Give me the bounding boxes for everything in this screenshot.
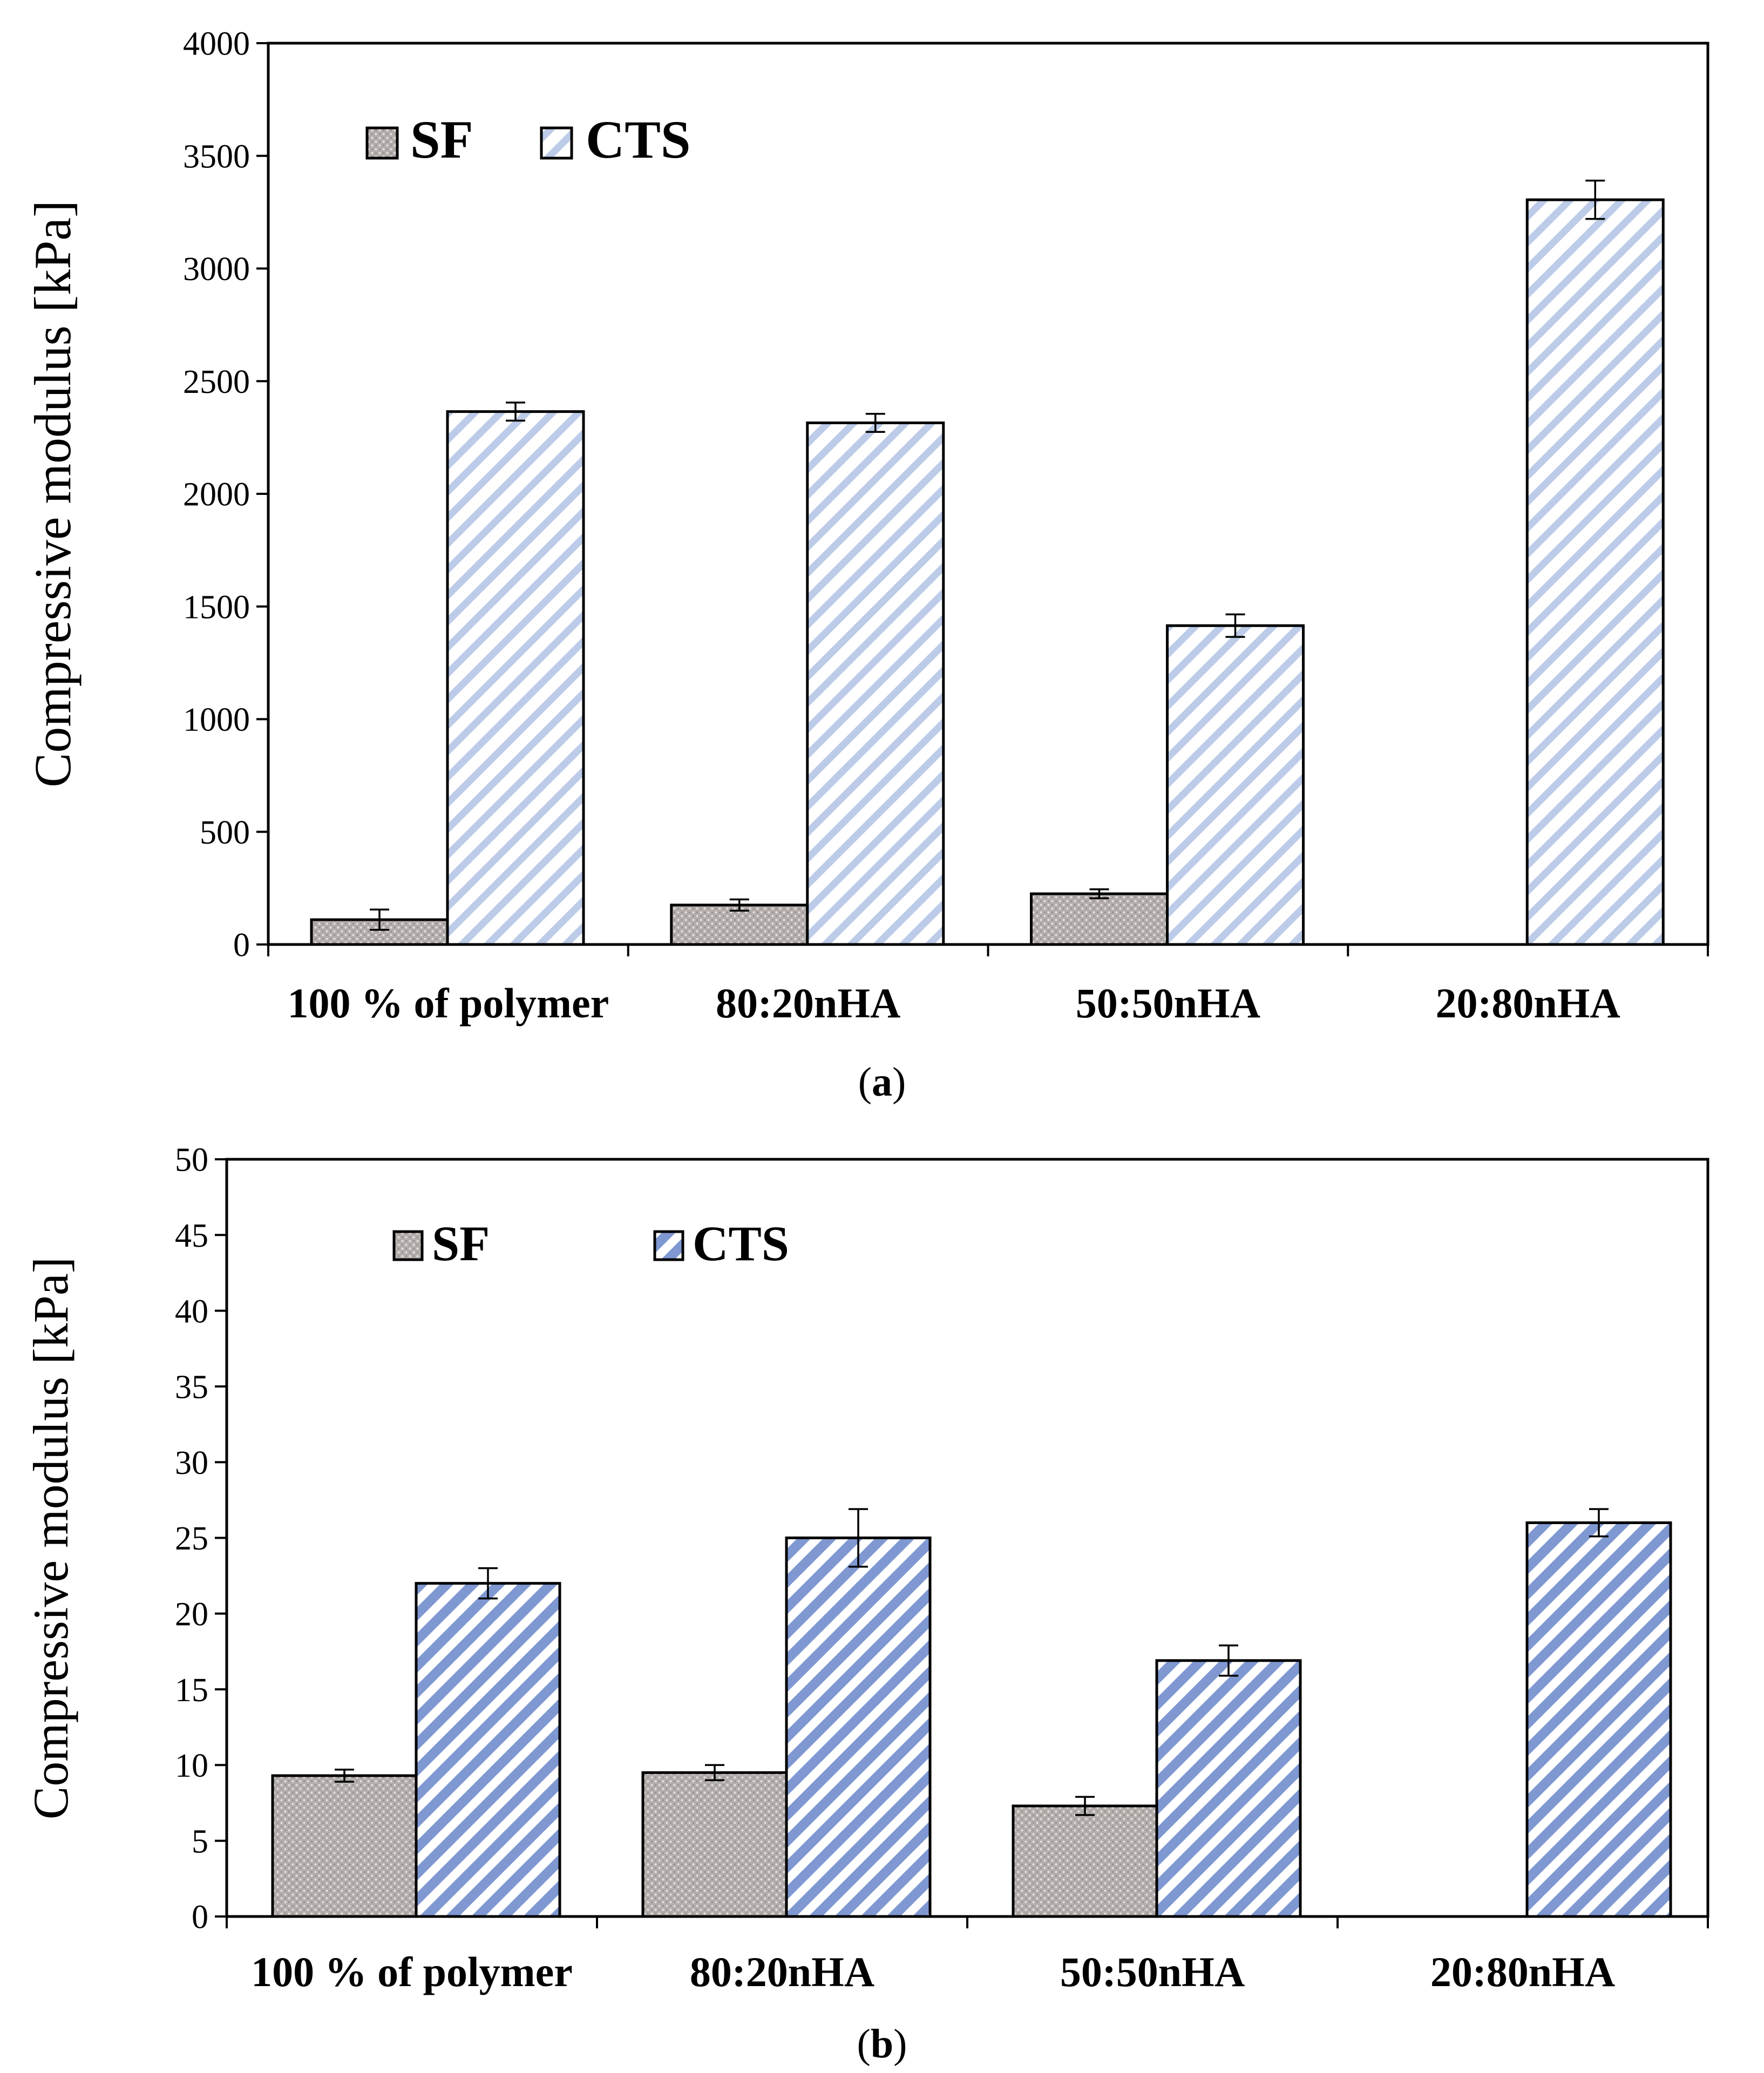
- y-tick-label: 2500: [183, 364, 250, 400]
- y-tick-label: 1000: [183, 702, 250, 738]
- bar-sf: [271, 1774, 418, 1918]
- legend-swatch-cts: [540, 126, 573, 160]
- error-bar: [506, 402, 525, 422]
- y-axis-label: Compressive modulus [kPa]: [23, 1257, 78, 1820]
- bar-cts: [415, 1582, 561, 1918]
- chart-panel-b: 0 5 10 15 20 25 30 35 40 45 50 100 % of polymer 80:…: [23, 1142, 1709, 2067]
- bar-sf: [641, 1771, 788, 1918]
- y-tick-label: 2000: [183, 477, 250, 513]
- category-label: 80:20nHA: [690, 1948, 874, 1995]
- category-label: 50:50nHA: [1076, 980, 1260, 1027]
- bar-cts: [785, 1537, 932, 1918]
- y-tick-label: 1500: [183, 589, 250, 626]
- legend: SF CTS: [392, 1216, 789, 1271]
- error-bar: [1089, 888, 1109, 900]
- legend: SF CTS: [365, 110, 691, 169]
- error-bar: [705, 1764, 724, 1782]
- legend-label-sf: SF: [410, 110, 473, 169]
- bar-sf: [1030, 892, 1169, 946]
- error-bar: [849, 1508, 868, 1568]
- category-label: 50:50nHA: [1060, 1948, 1245, 1995]
- y-tick-label: 15: [175, 1672, 208, 1709]
- legend-swatch-cts: [653, 1230, 684, 1261]
- error-bar: [865, 413, 885, 433]
- y-tick-label: 50: [175, 1142, 208, 1179]
- error-bar: [1585, 179, 1605, 220]
- bar-sf: [1012, 1804, 1158, 1918]
- panel-label-a: (a): [858, 1059, 906, 1105]
- error-bar: [478, 1567, 498, 1600]
- bar-cts: [1525, 1521, 1672, 1918]
- category-label: 80:20nHA: [716, 980, 900, 1027]
- bar-cts: [1525, 198, 1665, 946]
- bar-cts: [1166, 624, 1305, 946]
- legend-label-sf: SF: [432, 1216, 490, 1271]
- error-bar: [1589, 1508, 1609, 1538]
- legend-label-cts: CTS: [693, 1216, 789, 1271]
- legend-swatch-sf: [392, 1230, 424, 1261]
- y-tick-label: 3000: [183, 251, 250, 288]
- category-label: 20:80nHA: [1435, 980, 1620, 1027]
- y-tick-label: 500: [200, 814, 250, 851]
- category-label: 100 % of polymer: [288, 980, 609, 1027]
- error-bar: [1225, 613, 1245, 638]
- y-tick-label: 45: [175, 1218, 208, 1254]
- error-bar: [729, 898, 749, 912]
- y-tick-label: 3500: [183, 138, 250, 175]
- bar-cts: [806, 421, 945, 946]
- error-bar: [1075, 1796, 1095, 1816]
- y-tick-label: 0: [192, 1899, 208, 1936]
- bar-cts: [446, 410, 585, 946]
- y-tick-label: 5: [192, 1823, 208, 1860]
- legend-label-cts: CTS: [586, 110, 691, 169]
- error-bar: [1219, 1644, 1238, 1677]
- y-axis-label: Compressive modulus [kPa]: [24, 200, 82, 787]
- y-tick-label: 30: [175, 1445, 208, 1481]
- panel-label-b: (b): [857, 2021, 907, 2067]
- bar-cts: [1155, 1659, 1302, 1918]
- category-label: 100 % of polymer: [251, 1948, 573, 1995]
- y-tick-label: 0: [233, 927, 250, 964]
- error-bar: [335, 1769, 354, 1783]
- error-bar: [370, 908, 389, 931]
- y-tick-label: 4000: [183, 26, 250, 63]
- category-label: 20:80nHA: [1430, 1948, 1615, 1995]
- y-tick-label: 35: [175, 1369, 208, 1406]
- chart-panel-a: 0 500 1000 1500 2000 2500 3000 3500 4000 100 % o…: [24, 26, 1709, 1105]
- y-tick-label: 25: [175, 1520, 208, 1557]
- y-tick-label: 40: [175, 1293, 208, 1330]
- y-tick-label: 10: [175, 1748, 208, 1784]
- y-tick-label: 20: [175, 1596, 208, 1633]
- legend-swatch-sf: [365, 126, 399, 160]
